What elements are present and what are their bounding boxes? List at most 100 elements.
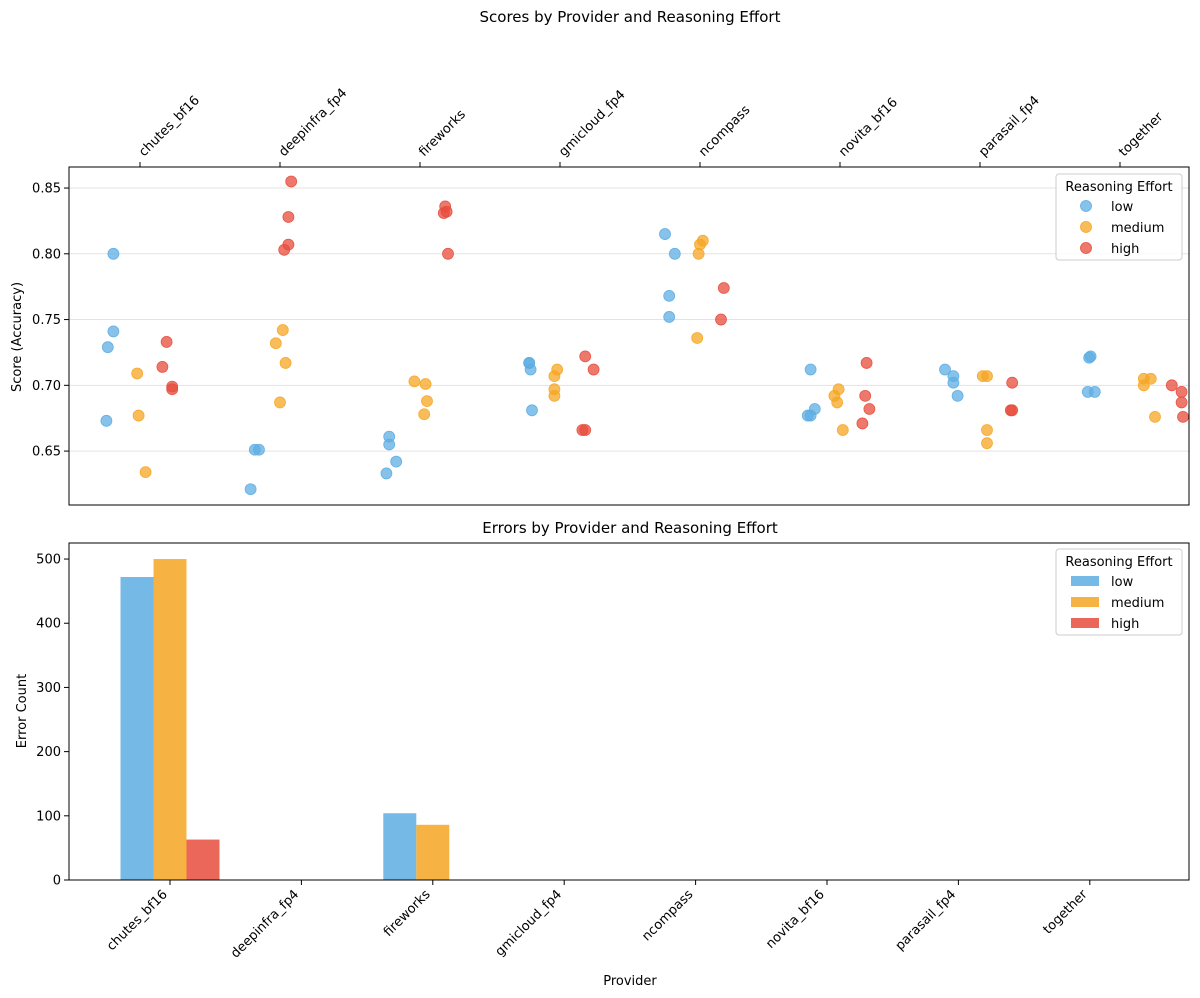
errors-y-tick-label: 400 [36, 617, 61, 632]
scores-point-medium [274, 396, 286, 409]
errors-x-tick-label: novita_bf16 [763, 887, 828, 952]
scores-point-high [587, 363, 600, 376]
errors-legend-items: low medium high [1071, 575, 1164, 632]
scores-point-high [717, 282, 730, 294]
scores-legend-marker-high [1080, 242, 1092, 254]
scores-x-tick-label: together [1116, 109, 1167, 160]
errors-x-tick-label: gmicloud_fp4 [493, 887, 565, 959]
scores-point-medium [419, 378, 432, 390]
errors-x-tick-label: together [1040, 887, 1091, 938]
scores-legend-items: low medium high [1080, 200, 1164, 257]
errors-x-tick-label: deepinfra_fp4 [228, 887, 302, 961]
errors-y-tick-label: 100 [36, 809, 61, 824]
scores-point-medium [269, 337, 282, 350]
scores-point-medium [279, 357, 292, 369]
errors-legend-label-low: low [1111, 575, 1134, 590]
scores-point-low [804, 363, 817, 376]
scores-point-high [1006, 376, 1019, 389]
errors-y-tick-label: 0 [53, 874, 61, 889]
scores-legend: Reasoning Effort low medium high [1055, 173, 1183, 261]
errors-bar-low [383, 813, 417, 880]
scores-point-medium [831, 396, 844, 409]
scores-point-low [663, 289, 676, 302]
scores-point-medium [139, 466, 152, 479]
scores-x-tick-label: fireworks [416, 107, 469, 160]
errors-legend-swatch-high [1071, 618, 1099, 628]
errors-plot-frame [68, 542, 1190, 881]
scores-chart-title: Scores by Provider and Reasoning Effort [480, 8, 781, 26]
scores-point-medium [276, 324, 289, 336]
scores-point-high [440, 205, 453, 218]
scores-x-tick-label: gmicloud_fp4 [556, 87, 628, 159]
scores-point-low [101, 341, 114, 354]
scores-point-high [1165, 379, 1178, 392]
scores-y-tick-label: 0.75 [32, 313, 61, 328]
scores-point-high [579, 424, 592, 436]
scores-point-high [1006, 404, 1019, 417]
scores-point-low [668, 247, 681, 260]
scores-point-low [951, 389, 964, 402]
scores-point-medium [421, 395, 433, 408]
errors-legend-title: Reasoning Effort [1065, 555, 1172, 570]
scores-point-medium [981, 370, 993, 383]
scores-legend-marker-medium [1080, 221, 1092, 233]
scores-point-low [107, 247, 120, 260]
scores-point-low [659, 228, 671, 240]
errors-legend-box [1055, 548, 1183, 636]
errors-bar-medium [153, 559, 187, 880]
errors-x-axis-label: Provider [603, 974, 657, 989]
scores-legend-label-low: low [1111, 200, 1134, 215]
errors-bars [120, 559, 450, 880]
scores-point-medium [981, 424, 993, 436]
scores-point-medium [691, 332, 704, 344]
errors-legend-label-high: high [1111, 617, 1139, 632]
scores-point-high [1175, 396, 1188, 409]
scores-point-high [282, 211, 295, 223]
scores-point-low [523, 357, 536, 369]
errors-x-tick-label: parasail_fp4 [893, 887, 960, 954]
errors-y-tick-label: 300 [36, 681, 61, 696]
scores-legend-box [1055, 173, 1183, 261]
scores-legend-title: Reasoning Effort [1065, 180, 1172, 195]
errors-bar-low [120, 577, 154, 880]
scores-point-medium [131, 367, 144, 380]
scores-chart: Scores by Provider and Reasoning Effort … [10, 8, 1190, 506]
scores-x-tick-label: chutes_bf16 [136, 93, 203, 160]
errors-x-tick-label: ncompass [639, 887, 696, 944]
scores-point-high [859, 389, 872, 402]
scores-point-medium [981, 437, 993, 450]
scores-point-low [947, 376, 960, 389]
scores-point-low [100, 414, 113, 427]
errors-legend: Reasoning Effort low medium high [1055, 548, 1183, 636]
scores-point-low [1088, 385, 1101, 398]
scores-point-low [244, 483, 257, 496]
errors-legend-swatch-medium [1071, 597, 1099, 607]
scores-point-high [156, 361, 169, 373]
scores-plot-frame [68, 166, 1190, 506]
scores-point-low [380, 467, 393, 480]
scores-point-high [579, 350, 592, 363]
scores-point-low [1084, 350, 1097, 363]
scores-point-medium [132, 409, 145, 422]
scores-point-medium [836, 424, 849, 436]
scores-point-low [253, 443, 265, 456]
scores-legend-label-medium: medium [1111, 221, 1164, 236]
errors-chart: Errors by Provider and Reasoning Effort … [15, 519, 1190, 989]
scores-point-high [856, 417, 869, 430]
scores-point-low [808, 403, 821, 415]
scores-point-low [526, 404, 538, 417]
scores-gridlines [69, 187, 1189, 452]
scores-x-tick-label: parasail_fp4 [976, 93, 1043, 160]
scores-point-medium [696, 234, 709, 247]
errors-y-axis-label: Error Count [15, 674, 30, 748]
errors-y-ticks: 0 100 200 300 400 500 [36, 553, 69, 889]
scores-legend-marker-low [1080, 200, 1092, 212]
scores-point-low [107, 325, 120, 338]
scores-y-ticks: 0.65 0.70 0.75 0.80 0.85 [32, 182, 69, 460]
scores-point-low [383, 430, 396, 443]
errors-chart-title: Errors by Provider and Reasoning Effort [482, 519, 778, 537]
scores-point-medium [832, 383, 845, 396]
errors-x-tick-label: fireworks [381, 887, 434, 940]
scores-point-low [939, 363, 951, 376]
scores-y-tick-label: 0.85 [32, 182, 61, 197]
